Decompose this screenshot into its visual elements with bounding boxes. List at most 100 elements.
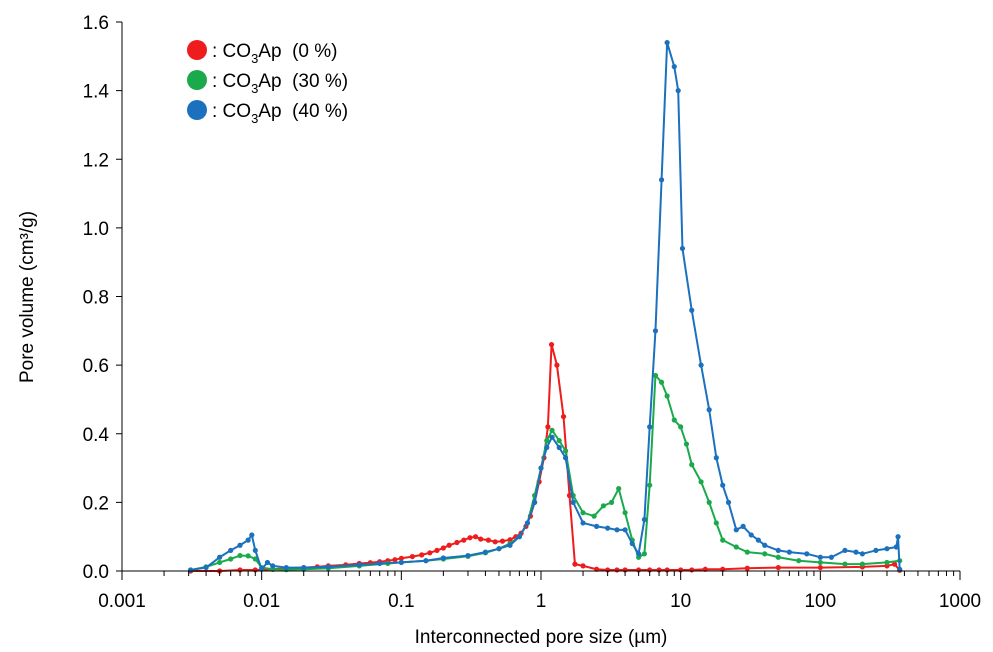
y-tick-label: 0.8 <box>83 288 109 309</box>
data-point <box>679 245 686 252</box>
data-point <box>532 499 538 505</box>
data-point <box>698 362 704 368</box>
data-point <box>283 564 289 571</box>
series-1 <box>188 372 903 573</box>
data-point <box>237 552 243 559</box>
series-layer <box>188 39 903 574</box>
data-point <box>454 539 460 546</box>
data-point <box>689 567 695 573</box>
data-point <box>270 563 276 569</box>
data-point <box>492 539 498 545</box>
data-point <box>545 424 551 430</box>
y-tick-label: 0.6 <box>83 356 109 377</box>
data-point <box>228 547 234 554</box>
data-point <box>472 534 479 540</box>
y-ticks: 0.0 0.2 0.4 0.6 0.8 1.0 1.2 1.4 1.6 <box>83 13 122 583</box>
data-point <box>616 486 622 492</box>
data-point <box>507 537 513 543</box>
data-point <box>549 427 555 433</box>
data-point <box>554 362 560 368</box>
data-point <box>859 551 865 557</box>
data-point <box>636 551 642 557</box>
data-point <box>689 307 695 313</box>
data-point <box>434 547 440 554</box>
data-point <box>580 510 586 516</box>
data-point <box>713 520 719 526</box>
data-point <box>356 562 362 568</box>
data-point <box>859 561 865 567</box>
data-point <box>664 39 670 46</box>
data-point <box>301 564 307 571</box>
data-point <box>671 417 677 423</box>
x-tick-label: 10 <box>670 591 691 612</box>
data-point <box>622 510 628 516</box>
data-point <box>683 441 690 447</box>
data-point <box>817 554 823 560</box>
data-point <box>853 549 859 555</box>
y-tick-label: 0.0 <box>83 562 109 583</box>
data-point <box>398 559 404 566</box>
data-point <box>570 499 576 505</box>
data-point <box>733 544 739 550</box>
data-point <box>217 554 223 560</box>
data-point <box>548 341 555 348</box>
y-tick-label: 0.4 <box>83 425 110 446</box>
data-point <box>658 379 665 385</box>
data-point <box>842 561 848 567</box>
data-point <box>562 448 569 454</box>
series-2 <box>188 39 903 573</box>
legend-item: : CO3Ap (30 %) <box>187 70 348 96</box>
data-point <box>461 537 467 543</box>
data-point <box>762 551 768 557</box>
data-point <box>580 563 586 569</box>
data-point <box>377 560 383 567</box>
data-point <box>884 559 890 566</box>
data-point <box>252 547 258 554</box>
data-point <box>252 556 258 562</box>
data-point <box>440 545 446 551</box>
data-point <box>762 542 768 548</box>
data-point <box>446 542 452 548</box>
data-point <box>678 424 684 430</box>
data-point <box>398 555 404 561</box>
data-point <box>419 552 425 558</box>
data-point <box>600 503 607 509</box>
data-point <box>740 523 746 529</box>
series-line <box>190 374 900 571</box>
data-point <box>524 520 531 526</box>
data-point <box>478 536 484 542</box>
data-point <box>544 444 550 451</box>
x-axis-title: Interconnected pore size (µm) <box>415 627 668 648</box>
legend-label: : CO3Ap (30 %) <box>212 71 348 96</box>
x-tick-label: 0.01 <box>243 591 280 612</box>
data-point <box>544 438 550 444</box>
data-point <box>203 564 209 571</box>
data-point <box>629 540 635 547</box>
data-point <box>817 564 823 571</box>
data-point <box>614 527 620 533</box>
data-point <box>652 328 659 334</box>
x-tick-label: 0.001 <box>98 591 146 612</box>
data-point <box>556 444 562 451</box>
data-point <box>427 550 433 556</box>
data-point <box>392 557 398 563</box>
y-axis-title: Pore volume (cm³/g) <box>17 211 38 383</box>
legend-item: : CO3Ap (0 %) <box>187 40 338 66</box>
data-point <box>775 554 781 560</box>
data-point <box>562 455 569 461</box>
data-point <box>507 542 513 548</box>
data-point <box>744 549 750 555</box>
legend-marker <box>187 100 207 120</box>
data-point <box>499 538 506 544</box>
data-point <box>423 558 429 564</box>
data-point <box>482 549 489 555</box>
data-point <box>755 537 761 543</box>
data-point <box>689 462 695 468</box>
data-point <box>698 479 704 485</box>
data-point <box>496 546 502 552</box>
data-point <box>725 499 732 505</box>
x-tick-label: 100 <box>804 591 836 612</box>
data-point <box>614 567 620 573</box>
data-point <box>891 561 898 567</box>
